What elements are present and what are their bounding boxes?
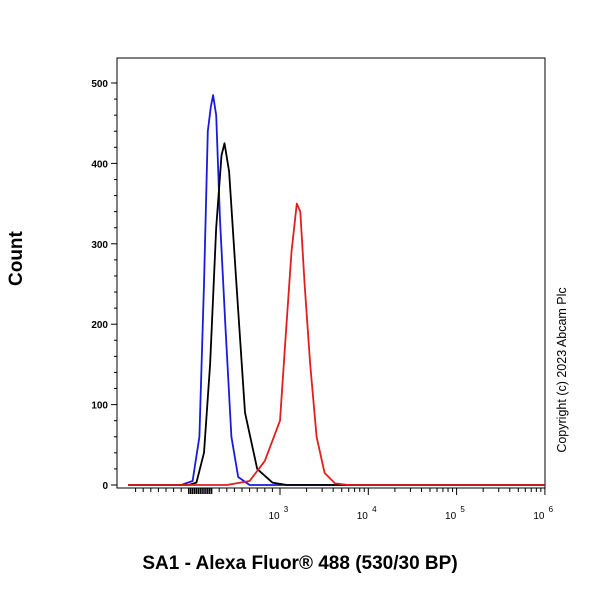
- y-tick-label-400: 400: [91, 159, 108, 170]
- y-tick-label-100: 100: [91, 401, 108, 412]
- series-line-2: [128, 142, 545, 486]
- y-tick-label-0: 0: [102, 481, 108, 492]
- y-axis-label: Count: [6, 231, 27, 286]
- y-tick-label-500: 500: [91, 79, 108, 90]
- plot-frame: [116, 57, 546, 489]
- y-tick-label-300: 300: [91, 240, 108, 251]
- series-line-3: [128, 202, 545, 486]
- x-tick-exponent-1e5: 5: [460, 505, 465, 514]
- x-tick-label-1e4: 10: [357, 511, 369, 522]
- x-tick-label-1e3: 10: [268, 511, 280, 522]
- x-tick-exponent-1e3: 3: [284, 505, 289, 514]
- x-tick-label-1e5: 10: [445, 511, 457, 522]
- x-tick-label-1e6: 10: [533, 511, 545, 522]
- x-tick-exponent-1e4: 4: [372, 505, 377, 514]
- copyright-annotation: Copyright (c) 2023 Abcam Plc: [555, 287, 569, 453]
- x-tick-exponent-1e6: 6: [549, 505, 554, 514]
- x-axis-label: SA1 - Alexa Fluor® 488 (530/30 BP): [142, 553, 458, 574]
- series-line-1: [128, 94, 545, 486]
- y-tick-label-200: 200: [91, 320, 108, 331]
